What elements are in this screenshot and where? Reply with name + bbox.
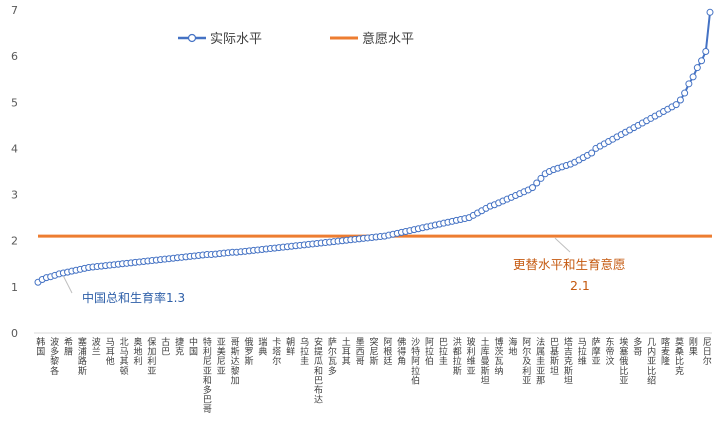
x-category-label: 奥地利 — [133, 336, 142, 367]
actual-level-point — [672, 101, 680, 109]
x-category-label: 沙特阿拉伯 — [411, 337, 420, 386]
actual-level-point — [702, 48, 710, 56]
actual-level-point — [676, 96, 684, 104]
actual-level-point — [693, 64, 701, 72]
x-category-label: 莫桑比克 — [675, 336, 684, 377]
y-tick-label: 3 — [11, 189, 18, 202]
x-category-label: 哥斯达黎加 — [231, 337, 240, 386]
actual-level-series-line — [37, 12, 711, 284]
x-category-label: 巴拉圭 — [439, 337, 448, 367]
y-tick-label: 6 — [11, 50, 18, 63]
x-category-label: 瑞典 — [258, 336, 267, 358]
x-category-label: 塞浦路斯 — [78, 336, 87, 377]
y-tick-label: 5 — [11, 96, 18, 109]
x-category-label: 刚果 — [689, 337, 698, 358]
x-category-label: 喀麦隆 — [661, 336, 670, 367]
x-category-label: 墨西哥 — [356, 337, 365, 367]
x-category-label: 东帝汶 — [606, 336, 615, 367]
y-tick-label: 2 — [11, 235, 18, 248]
china-annotation-leader — [62, 275, 73, 294]
x-category-label: 阿根廷 — [383, 337, 392, 367]
x-category-label: 捷克 — [175, 336, 184, 358]
legend-label-actual: 实际水平 — [210, 32, 262, 47]
x-category-label: 安提瓜和巴布达 — [314, 336, 323, 406]
actual-level-point — [698, 57, 706, 65]
replacement-annotation-line1: 更替水平和生育意愿 — [513, 257, 626, 272]
x-category-label: 保加利亚 — [147, 336, 156, 377]
x-category-label: 韩国 — [36, 336, 45, 358]
x-category-label: 朝鲜 — [286, 337, 295, 358]
x-category-label: 土耳其 — [342, 336, 351, 367]
y-tick-label: 1 — [11, 281, 18, 294]
actual-level-point — [533, 179, 541, 187]
x-category-label: 萨尔瓦多 — [328, 337, 337, 377]
legend-marker-actual — [187, 33, 197, 43]
x-category-label: 阿拉伯 — [425, 337, 434, 367]
actual-level-point — [706, 8, 714, 16]
x-category-label: 玻利维亚 — [467, 336, 476, 377]
x-category-label: 多哥 — [633, 336, 642, 358]
x-category-label: 亚美尼亚 — [217, 337, 226, 377]
x-category-label: 博茨瓦纳 — [494, 336, 503, 377]
replacement-annotation-line2: 2.1 — [570, 278, 590, 293]
y-tick-label: 0 — [11, 327, 18, 340]
china-tfr-annotation: 中国总和生育率1.3 — [82, 290, 185, 305]
x-category-label: 突尼斯 — [369, 336, 378, 367]
actual-level-point — [537, 174, 545, 182]
x-category-label: 特利尼亚和多巴哥 — [203, 336, 212, 415]
x-category-label: 北马其顿 — [120, 337, 129, 377]
x-category-label: 海地 — [508, 336, 517, 358]
actual-level-point — [528, 184, 536, 192]
actual-level-point — [681, 89, 689, 97]
x-category-label: 埃塞俄比亚 — [619, 336, 628, 386]
x-category-label: 塔吉克斯坦 — [564, 336, 573, 386]
x-category-label: 波多黎各 — [50, 336, 59, 377]
x-category-label: 法属圭亚那 — [536, 336, 545, 386]
x-category-label: 马耳他 — [106, 337, 115, 367]
x-category-label: 萨摩亚 — [592, 337, 601, 367]
x-category-label: 古巴 — [161, 336, 170, 358]
replacement-annotation-leader — [554, 237, 571, 253]
x-category-label: 马拉维 — [578, 337, 587, 367]
x-category-label: 洪都拉斯 — [453, 336, 462, 377]
x-category-label: 佛得角 — [397, 336, 406, 367]
x-category-label: 中国 — [189, 336, 198, 358]
x-category-label: 巴基斯坦 — [550, 337, 559, 377]
x-category-label: 几内亚比绍 — [647, 337, 656, 386]
x-category-label: 乌拉圭 — [300, 336, 309, 367]
actual-level-point — [588, 149, 596, 157]
y-tick-label: 7 — [11, 4, 18, 17]
x-category-label: 卡塔尔 — [272, 336, 281, 367]
x-category-label: 土库曼斯坦 — [481, 336, 490, 386]
x-category-label: 尼日尔 — [703, 337, 712, 367]
x-category-label: 阿尔及利亚 — [522, 337, 531, 386]
x-category-label: 俄罗斯 — [245, 336, 254, 367]
actual-level-point — [685, 80, 693, 88]
x-category-label: 波兰 — [92, 336, 101, 358]
x-category-label: 希腊 — [64, 336, 73, 358]
legend-label-willingness: 意愿水平 — [362, 31, 414, 47]
y-tick-label: 4 — [11, 142, 18, 155]
actual-level-point — [689, 73, 697, 81]
